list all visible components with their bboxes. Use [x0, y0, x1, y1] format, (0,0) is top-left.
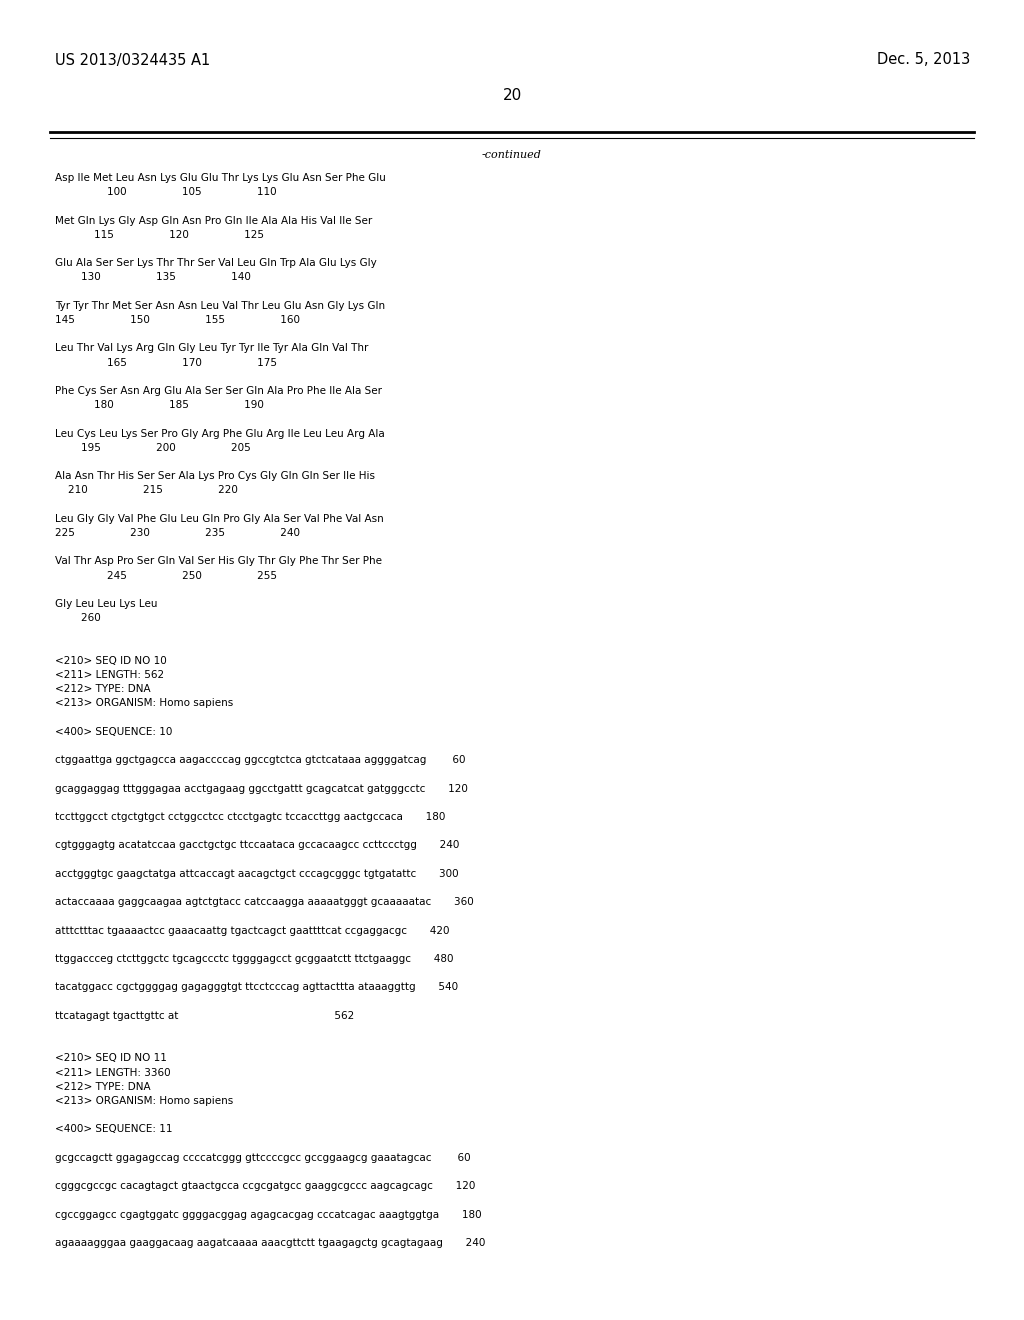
- Text: 20: 20: [503, 87, 521, 103]
- Text: 165                 170                 175: 165 170 175: [55, 358, 278, 367]
- Text: atttctttac tgaaaactcc gaaacaattg tgactcagct gaattttcat ccgaggacgc       420: atttctttac tgaaaactcc gaaacaattg tgactca…: [55, 925, 450, 936]
- Text: Ala Asn Thr His Ser Ser Ala Lys Pro Cys Gly Gln Gln Ser Ile His: Ala Asn Thr His Ser Ser Ala Lys Pro Cys …: [55, 471, 375, 482]
- Text: <213> ORGANISM: Homo sapiens: <213> ORGANISM: Homo sapiens: [55, 1096, 233, 1106]
- Text: tacatggacc cgctggggag gagagggtgt ttcctcccag agttacttta ataaaggttg       540: tacatggacc cgctggggag gagagggtgt ttcctcc…: [55, 982, 458, 993]
- Text: ttcatagagt tgacttgttc at                                                562: ttcatagagt tgacttgttc at 562: [55, 1011, 354, 1020]
- Text: <213> ORGANISM: Homo sapiens: <213> ORGANISM: Homo sapiens: [55, 698, 233, 709]
- Text: US 2013/0324435 A1: US 2013/0324435 A1: [55, 53, 210, 67]
- Text: Leu Gly Gly Val Phe Glu Leu Gln Pro Gly Ala Ser Val Phe Val Asn: Leu Gly Gly Val Phe Glu Leu Gln Pro Gly …: [55, 513, 384, 524]
- Text: <211> LENGTH: 3360: <211> LENGTH: 3360: [55, 1068, 171, 1077]
- Text: Dec. 5, 2013: Dec. 5, 2013: [877, 53, 970, 67]
- Text: agaaaagggaa gaaggacaag aagatcaaaa aaacgttctt tgaagagctg gcagtagaag       240: agaaaagggaa gaaggacaag aagatcaaaa aaacgt…: [55, 1238, 485, 1247]
- Text: 195                 200                 205: 195 200 205: [55, 442, 251, 453]
- Text: <212> TYPE: DNA: <212> TYPE: DNA: [55, 684, 151, 694]
- Text: 245                 250                 255: 245 250 255: [55, 570, 278, 581]
- Text: 225                 230                 235                 240: 225 230 235 240: [55, 528, 300, 539]
- Text: 210                 215                 220: 210 215 220: [55, 486, 238, 495]
- Text: <210> SEQ ID NO 11: <210> SEQ ID NO 11: [55, 1053, 167, 1064]
- Text: gcgccagctt ggagagccag ccccatcggg gttccccgcc gccggaagcg gaaatagcac        60: gcgccagctt ggagagccag ccccatcggg gttcccc…: [55, 1152, 471, 1163]
- Text: 145                 150                 155                 160: 145 150 155 160: [55, 315, 300, 325]
- Text: Leu Thr Val Lys Arg Gln Gly Leu Tyr Tyr Ile Tyr Ala Gln Val Thr: Leu Thr Val Lys Arg Gln Gly Leu Tyr Tyr …: [55, 343, 369, 354]
- Text: -continued: -continued: [482, 150, 542, 160]
- Text: Met Gln Lys Gly Asp Gln Asn Pro Gln Ile Ala Ala His Val Ile Ser: Met Gln Lys Gly Asp Gln Asn Pro Gln Ile …: [55, 215, 373, 226]
- Text: 115                 120                 125: 115 120 125: [55, 230, 264, 240]
- Text: Val Thr Asp Pro Ser Gln Val Ser His Gly Thr Gly Phe Thr Ser Phe: Val Thr Asp Pro Ser Gln Val Ser His Gly …: [55, 557, 382, 566]
- Text: ctggaattga ggctgagcca aagaccccag ggccgtctca gtctcataaa aggggatcag        60: ctggaattga ggctgagcca aagaccccag ggccgtc…: [55, 755, 466, 766]
- Text: 100                 105                 110: 100 105 110: [55, 187, 276, 197]
- Text: actaccaaaa gaggcaagaa agtctgtacc catccaagga aaaaatgggt gcaaaaatac       360: actaccaaaa gaggcaagaa agtctgtacc catccaa…: [55, 898, 474, 907]
- Text: <212> TYPE: DNA: <212> TYPE: DNA: [55, 1082, 151, 1092]
- Text: gcaggaggag tttgggagaa acctgagaag ggcctgattt gcagcatcat gatgggcctc       120: gcaggaggag tttgggagaa acctgagaag ggcctga…: [55, 784, 468, 793]
- Text: <400> SEQUENCE: 10: <400> SEQUENCE: 10: [55, 727, 172, 737]
- Text: cgggcgccgc cacagtagct gtaactgcca ccgcgatgcc gaaggcgccc aagcagcagc       120: cgggcgccgc cacagtagct gtaactgcca ccgcgat…: [55, 1181, 475, 1191]
- Text: Asp Ile Met Leu Asn Lys Glu Glu Thr Lys Lys Glu Asn Ser Phe Glu: Asp Ile Met Leu Asn Lys Glu Glu Thr Lys …: [55, 173, 386, 183]
- Text: 260: 260: [55, 614, 100, 623]
- Text: tccttggcct ctgctgtgct cctggcctcc ctcctgagtc tccaccttgg aactgccaca       180: tccttggcct ctgctgtgct cctggcctcc ctcctga…: [55, 812, 445, 822]
- Text: 180                 185                 190: 180 185 190: [55, 400, 264, 411]
- Text: Gly Leu Leu Lys Leu: Gly Leu Leu Lys Leu: [55, 599, 158, 609]
- Text: cgtgggagtg acatatccaa gacctgctgc ttccaataca gccacaagcc ccttccctgg       240: cgtgggagtg acatatccaa gacctgctgc ttccaat…: [55, 841, 460, 850]
- Text: Leu Cys Leu Lys Ser Pro Gly Arg Phe Glu Arg Ile Leu Leu Arg Ala: Leu Cys Leu Lys Ser Pro Gly Arg Phe Glu …: [55, 429, 385, 438]
- Text: <210> SEQ ID NO 10: <210> SEQ ID NO 10: [55, 656, 167, 665]
- Text: acctgggtgc gaagctatga attcaccagt aacagctgct cccagcgggc tgtgatattc       300: acctgggtgc gaagctatga attcaccagt aacagct…: [55, 869, 459, 879]
- Text: Glu Ala Ser Ser Lys Thr Thr Ser Val Leu Gln Trp Ala Glu Lys Gly: Glu Ala Ser Ser Lys Thr Thr Ser Val Leu …: [55, 259, 377, 268]
- Text: 130                 135                 140: 130 135 140: [55, 272, 251, 282]
- Text: <211> LENGTH: 562: <211> LENGTH: 562: [55, 671, 164, 680]
- Text: cgccggagcc cgagtggatc ggggacggag agagcacgag cccatcagac aaagtggtga       180: cgccggagcc cgagtggatc ggggacggag agagcac…: [55, 1209, 481, 1220]
- Text: Tyr Tyr Thr Met Ser Asn Asn Leu Val Thr Leu Glu Asn Gly Lys Gln: Tyr Tyr Thr Met Ser Asn Asn Leu Val Thr …: [55, 301, 385, 310]
- Text: Phe Cys Ser Asn Arg Glu Ala Ser Ser Gln Ala Pro Phe Ile Ala Ser: Phe Cys Ser Asn Arg Glu Ala Ser Ser Gln …: [55, 385, 382, 396]
- Text: <400> SEQUENCE: 11: <400> SEQUENCE: 11: [55, 1125, 172, 1134]
- Text: ttggaccceg ctcttggctc tgcagccctc tggggagcct gcggaatctt ttctgaaggc       480: ttggaccceg ctcttggctc tgcagccctc tggggag…: [55, 954, 454, 964]
